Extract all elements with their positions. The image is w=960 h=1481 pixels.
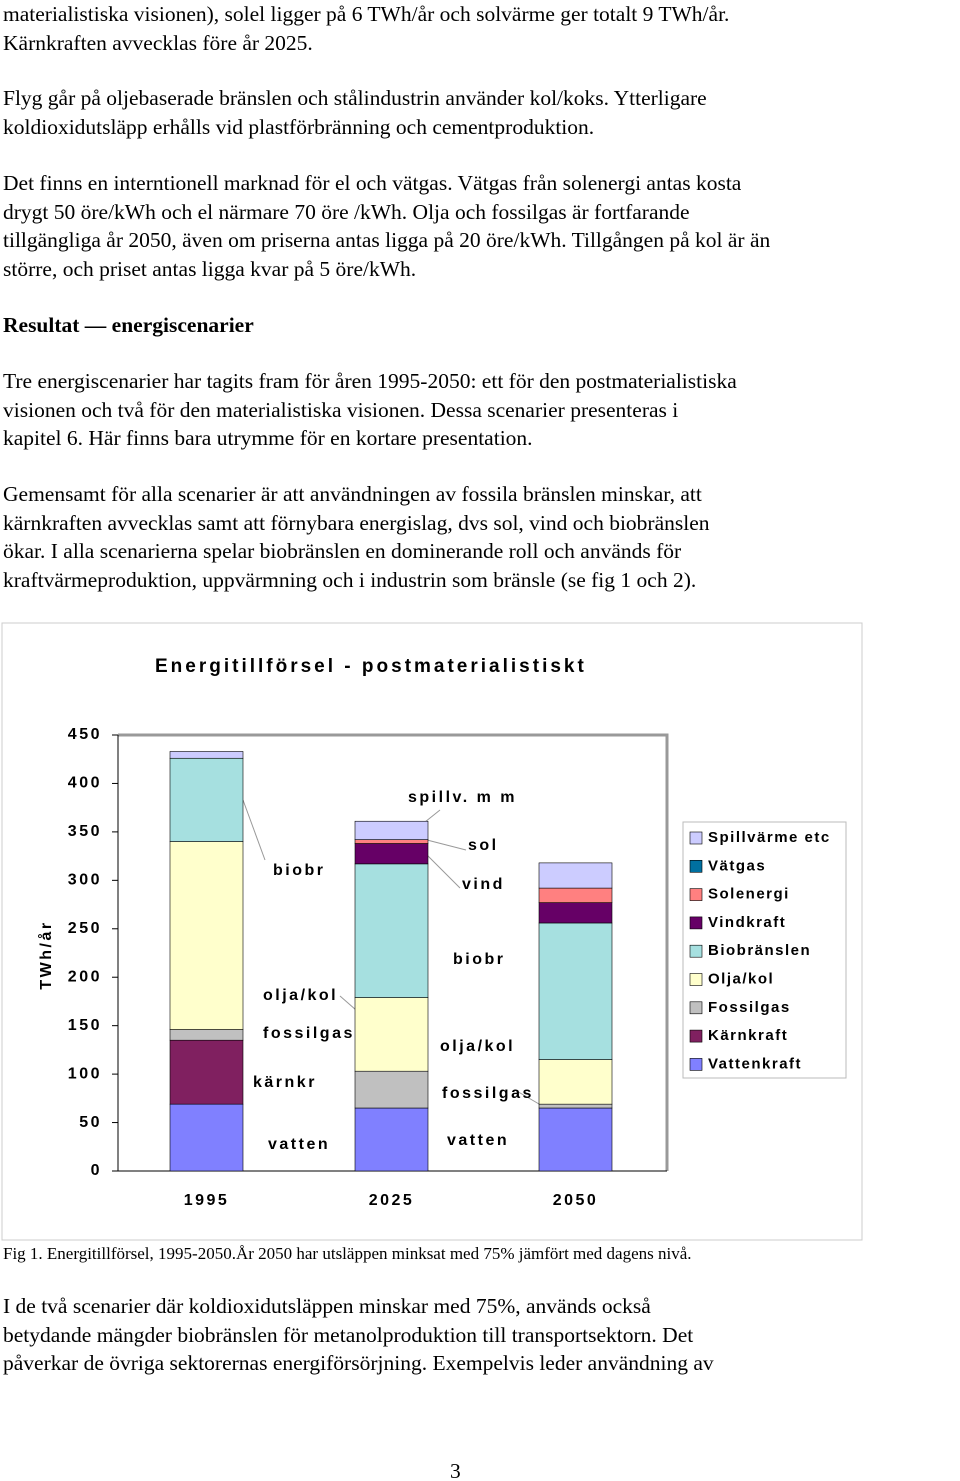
text-line: tillgängliga år 2050, även om priserna a…: [3, 228, 771, 252]
annotation: biobr: [453, 951, 506, 968]
bar-segment: [538, 1059, 613, 1105]
leaders: [242, 799, 540, 1105]
leader-line: [514, 1089, 540, 1105]
text-line: materialistiska visionen), solel ligger …: [3, 2, 730, 26]
text-line: Kärnkraften avvecklas före år 2025.: [3, 30, 313, 55]
bar-segment: [354, 839, 429, 844]
text-line: påverkar de övriga sektorernas energiför…: [3, 1351, 714, 1375]
heading: Resultat — energiscenarier: [3, 313, 254, 337]
annotation: fossilgas: [263, 1025, 355, 1042]
legend-swatch: [689, 916, 703, 930]
legend-label: Vattenkraft: [708, 1055, 802, 1072]
annotation: olja/kol: [440, 1038, 515, 1055]
legend-swatch: [689, 831, 703, 845]
y-tick-label: 350: [68, 823, 102, 840]
leader-line: [242, 799, 266, 861]
bar-segment: [538, 887, 613, 903]
annotation: kärnkr: [253, 1074, 317, 1091]
text-line: Flyg går på oljebaserade bränslen och st…: [3, 86, 707, 110]
text-line: Tre energiscenarier har tagits fram för …: [3, 369, 737, 393]
text-line: I de två scenarier där koldioxidutsläppe…: [3, 1294, 651, 1318]
bar-segment: [354, 1107, 429, 1172]
text-line: Gemensamt för alla scenarier är att anvä…: [3, 482, 702, 506]
bar-segment: [354, 997, 429, 1072]
bar-segment: [354, 863, 429, 998]
text-line: större, och priset antas ligga kvar på 5…: [3, 256, 417, 281]
legend-label: Olja/kol: [708, 970, 774, 987]
bar-segment: [538, 922, 613, 1060]
legend-box: [682, 821, 847, 1079]
legend-label: Vätgas: [708, 857, 766, 874]
bar-segment: [538, 1103, 613, 1109]
bar-segment: [538, 1107, 613, 1172]
text-line: drygt 50 öre/kWh och el närmare 70 öre /…: [3, 199, 690, 224]
x-tick-label: 2025: [369, 1192, 415, 1209]
x-tick-label: 1995: [184, 1192, 230, 1209]
bar-segment: [169, 757, 244, 842]
annotation: vatten: [447, 1132, 509, 1149]
y-tick-label: 300: [68, 872, 102, 889]
page-number: 3: [450, 1459, 461, 1481]
text-line: kapitel 6. Här finns bara utrymme för en…: [3, 426, 533, 450]
legend-swatch: [689, 1029, 703, 1043]
y-tick-label: 450: [68, 726, 102, 743]
bar-segment: [538, 902, 613, 924]
y-tick-label: 400: [68, 775, 102, 792]
bar-segment: [169, 1029, 244, 1041]
legend-swatch: [689, 944, 703, 958]
text-line: kärnkraften avvecklas samt att förnybara…: [3, 510, 710, 535]
annotation: biobr: [273, 862, 326, 879]
legend-swatch: [689, 1001, 703, 1015]
legend-label: Solenergi: [708, 886, 790, 903]
y-tick-label: 150: [68, 1017, 102, 1034]
x-tick-label: 2050: [553, 1192, 599, 1209]
y-tick-label: 200: [68, 968, 102, 985]
bar-segment: [169, 1039, 244, 1105]
text-line: Det finns en interntionell marknad för e…: [3, 171, 742, 195]
annotation: fossilgas: [442, 1085, 534, 1102]
chart-frame: [1, 622, 863, 1241]
legend-label: Fossilgas: [708, 999, 791, 1016]
bar-segment: [169, 751, 244, 759]
bar-segment: [354, 1070, 429, 1109]
legend-label: Vindkraft: [708, 914, 786, 931]
text-line: visionen och två för den materialistiska…: [3, 397, 679, 422]
legend-swatch: [689, 1058, 703, 1071]
leader-line: [339, 995, 357, 1011]
bar-segment: [354, 843, 429, 865]
text-line: ökar. I alla scenarierna spelar biobräns…: [3, 539, 682, 563]
legend-swatch: [689, 973, 703, 986]
leader-line: [419, 809, 441, 827]
bar-segment: [169, 1103, 244, 1172]
text-line: betydande mängder biobränslen för metano…: [3, 1322, 694, 1347]
legend-swatch: [689, 888, 703, 901]
bar-segment: [538, 862, 613, 889]
chart-title: Energitillförsel - postmaterialistiskt: [155, 656, 587, 677]
annotation: sol: [468, 837, 499, 854]
legend-label: Kärnkraft: [708, 1027, 788, 1044]
annotation: olja/kol: [263, 987, 338, 1004]
bar-segment: [169, 841, 244, 1030]
legend-label: Spillvärme etc: [708, 829, 831, 846]
y-tick-label: 250: [68, 920, 102, 937]
legend-label: Biobränslen: [708, 942, 811, 959]
annotation: vind: [462, 876, 505, 893]
caption: Fig 1. Energitillförsel, 1995-2050.År 20…: [3, 1244, 692, 1263]
legend-swatch: [689, 859, 703, 873]
y-tick-label: 100: [68, 1065, 102, 1082]
text-line: kraftvärmeproduktion, uppvärmning och i …: [3, 567, 697, 592]
plot-frame: [118, 733, 669, 1171]
text-line: koldioxidutsläpp erhålls vid plastförbrä…: [3, 114, 595, 139]
bar-segment: [354, 820, 429, 840]
annotation: spillv. m m: [408, 789, 517, 806]
annotation: vatten: [268, 1136, 330, 1153]
y-axis-label: TWh/år: [37, 920, 55, 989]
y-tick-label: 50: [79, 1114, 102, 1131]
leader-line: [426, 854, 461, 889]
leader-line: [426, 839, 467, 851]
y-tick-label: 0: [91, 1162, 102, 1179]
